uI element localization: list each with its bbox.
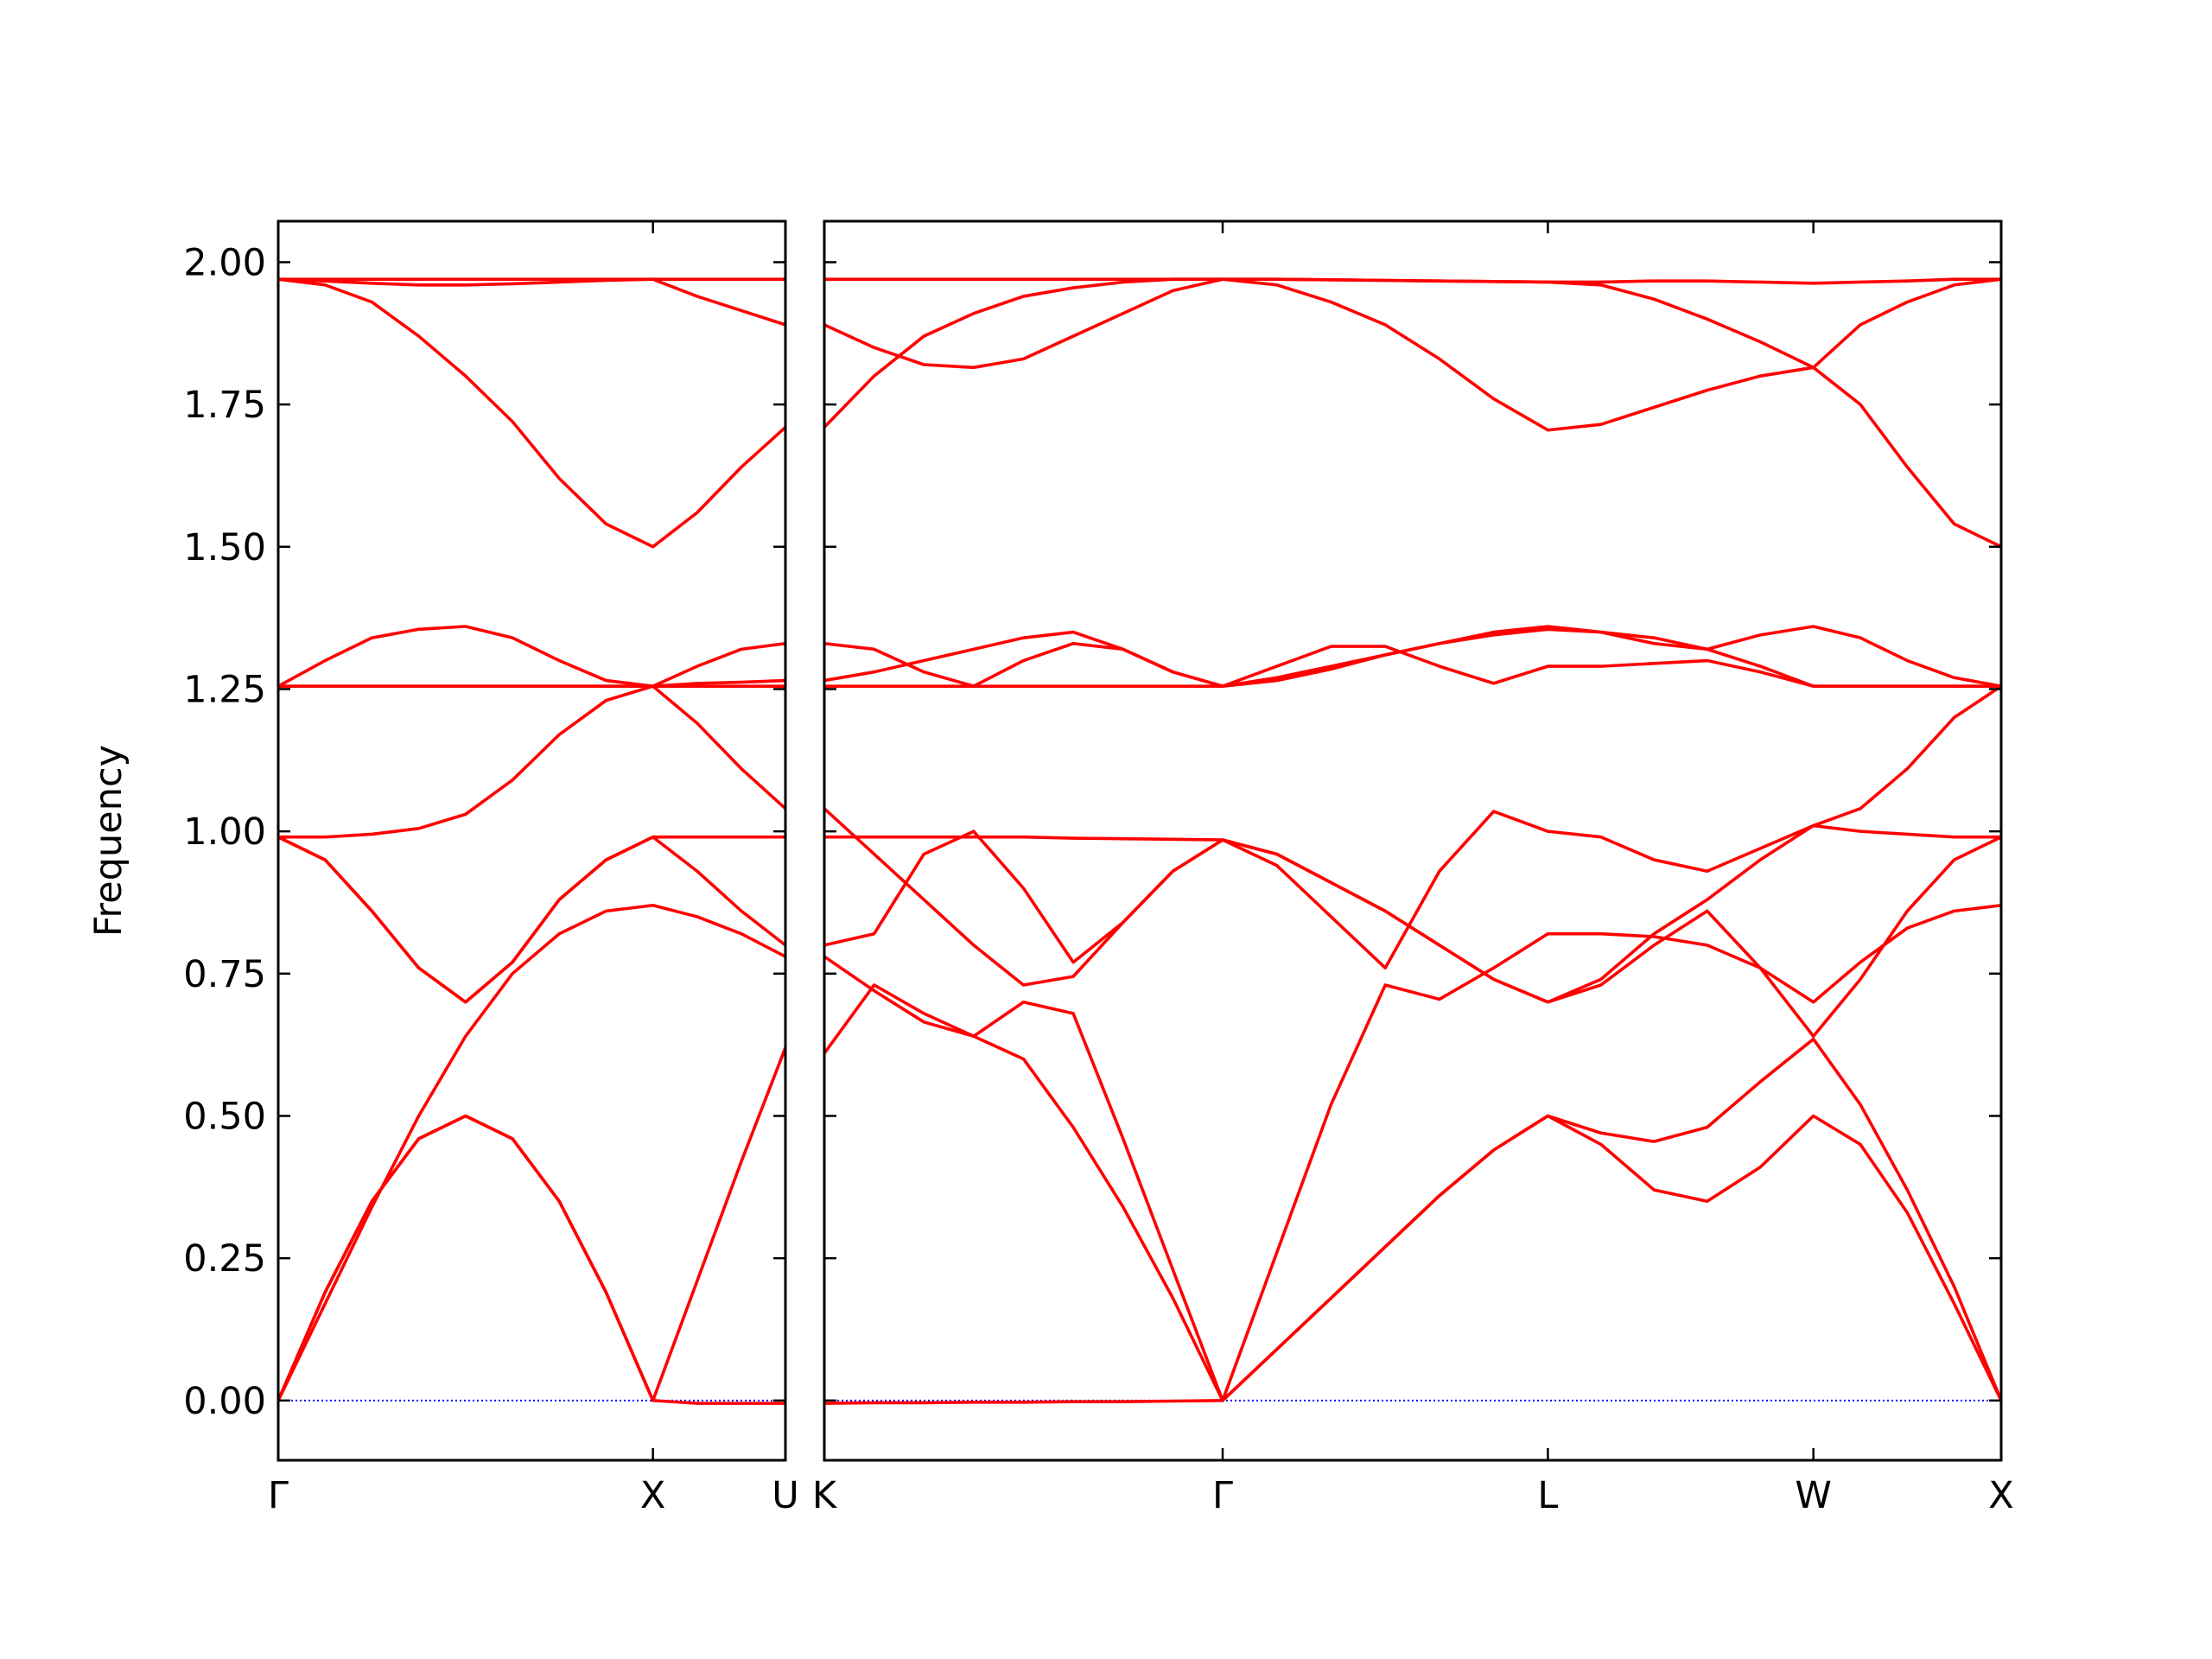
band-line <box>823 903 2002 1402</box>
band-line <box>276 1114 785 1405</box>
plot-frame <box>276 219 787 1462</box>
x-tick-label: X <box>1988 1474 2013 1517</box>
band-line <box>824 835 2002 1039</box>
band-line <box>277 835 785 1004</box>
y-tick-label: 1.75 <box>183 384 266 427</box>
x-tick-label: L <box>1537 1474 1558 1517</box>
band-line <box>823 277 2002 432</box>
y-tick-label: 0.25 <box>183 1237 266 1281</box>
y-tick-label: 0.75 <box>183 953 266 996</box>
x-tick-label: Γ <box>268 1474 289 1517</box>
plot-frame <box>823 219 2003 1462</box>
x-tick-label: U <box>772 1474 798 1517</box>
band-line <box>277 277 785 287</box>
y-tick-label: 0.00 <box>183 1380 266 1423</box>
y-tick-label: 1.50 <box>183 526 266 569</box>
band-line <box>823 983 2003 1402</box>
band-line <box>278 277 786 327</box>
band-line <box>278 684 787 839</box>
band-line <box>823 1114 2003 1405</box>
y-tick-label: 1.00 <box>183 810 266 854</box>
y-axis-label: Frequency <box>87 745 130 937</box>
band-line <box>277 835 787 1004</box>
x-tick-label: W <box>1795 1474 1832 1517</box>
x-tick-label: X <box>640 1474 665 1517</box>
x-tick-label: Γ <box>1212 1474 1233 1517</box>
band-line <box>277 625 786 688</box>
band-line <box>276 903 786 1402</box>
band-line <box>824 625 2002 688</box>
band-line <box>276 1046 787 1402</box>
band-line <box>823 641 2001 688</box>
band-line <box>824 277 2001 285</box>
y-tick-label: 0.50 <box>183 1095 266 1138</box>
band-line <box>823 277 2002 549</box>
band-line <box>277 277 787 549</box>
band-line <box>823 684 2002 1004</box>
x-tick-label: K <box>812 1474 838 1517</box>
y-tick-label: 1.25 <box>183 668 266 711</box>
y-tick-label: 2.00 <box>183 241 266 284</box>
band-line <box>823 810 2001 970</box>
